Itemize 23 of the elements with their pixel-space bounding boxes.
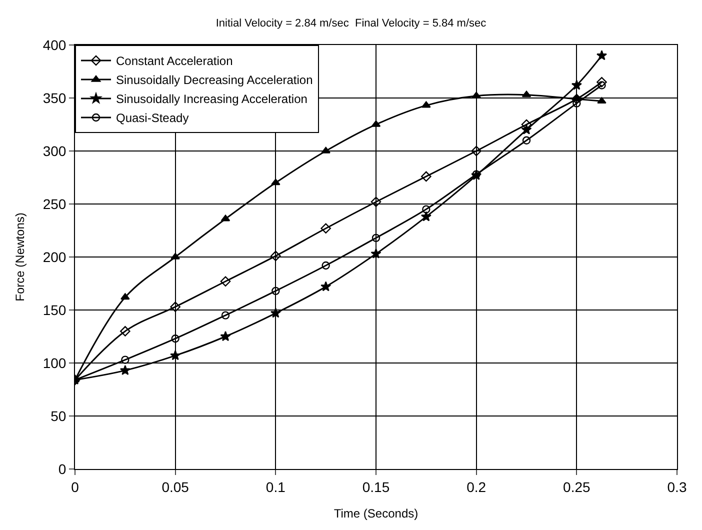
x-tick-label: 0.25 [563, 478, 591, 495]
y-tick-label: 300 [42, 142, 66, 159]
y-tick-label: 350 [42, 90, 66, 106]
y-axis-title: Force (Newtons) [13, 212, 28, 302]
x-tick-label: 0 [71, 478, 80, 495]
x-tick-label: 0.3 [667, 478, 687, 495]
legend-label: Quasi-Steady [116, 111, 189, 126]
legend-label: Constant Acceleration [116, 54, 233, 68]
y-tick-label: 0 [58, 460, 66, 477]
x-tick-label: 0.1 [266, 478, 286, 495]
x-tick-label: 0.05 [162, 478, 190, 495]
x-tick-label: 0.2 [466, 478, 486, 495]
legend-label: Sinusoidally Increasing Acceleration [116, 92, 308, 106]
y-tick-label: 50 [50, 408, 66, 424]
x-tick-label: 0.15 [362, 478, 390, 495]
legend-label: Sinusoidally Decreasing Acceleration [116, 73, 313, 88]
y-tick-label: 100 [42, 354, 66, 371]
x-axis-title: Time (Seconds) [334, 506, 418, 521]
y-tick-label: 250 [42, 196, 66, 212]
y-tick-label: 150 [42, 302, 66, 318]
y-tick-label: 400 [42, 36, 66, 53]
y-tick-label: 200 [42, 248, 66, 265]
chart-title: Initial Velocity = 2.84 m/sec Final Velocity = 5.84 m/sec [216, 17, 487, 30]
